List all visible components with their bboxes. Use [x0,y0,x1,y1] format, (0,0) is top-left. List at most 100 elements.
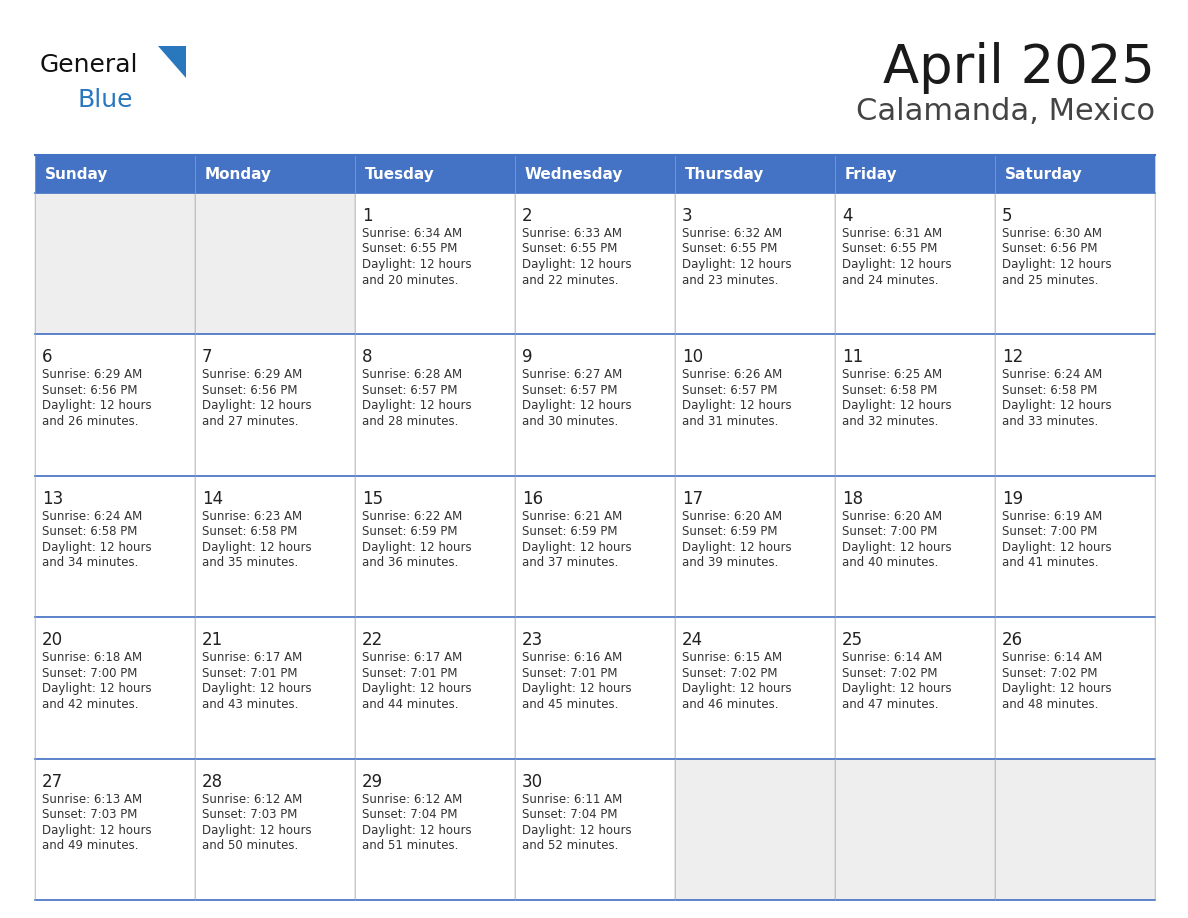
Text: Sunset: 7:01 PM: Sunset: 7:01 PM [202,666,297,679]
Text: 27: 27 [42,773,63,790]
Text: and 26 minutes.: and 26 minutes. [42,415,139,428]
Text: and 45 minutes.: and 45 minutes. [522,698,619,711]
Text: 19: 19 [1001,490,1023,508]
Text: Sunset: 7:04 PM: Sunset: 7:04 PM [522,808,618,821]
Bar [355,476,516,617]
Text: and 34 minutes.: and 34 minutes. [42,556,138,569]
Text: 14: 14 [202,490,223,508]
Text: Daylight: 12 hours: Daylight: 12 hours [682,258,791,271]
Text: Daylight: 12 hours: Daylight: 12 hours [1001,399,1112,412]
Text: Daylight: 12 hours: Daylight: 12 hours [522,258,632,271]
Bar [516,617,675,758]
Bar [34,617,195,758]
Text: Sunrise: 6:21 AM: Sunrise: 6:21 AM [522,509,623,522]
Text: Thursday: Thursday [684,166,764,182]
Bar [996,476,1155,617]
Text: and 49 minutes.: and 49 minutes. [42,839,139,852]
Bar [675,334,835,476]
Text: 25: 25 [842,632,864,649]
Text: 3: 3 [682,207,693,225]
Text: Sunrise: 6:28 AM: Sunrise: 6:28 AM [362,368,462,381]
Text: Friday: Friday [845,166,897,182]
Text: 26: 26 [1001,632,1023,649]
Bar [516,155,675,193]
Text: and 28 minutes.: and 28 minutes. [362,415,459,428]
Text: Sunset: 7:03 PM: Sunset: 7:03 PM [42,808,138,821]
Text: Daylight: 12 hours: Daylight: 12 hours [202,682,311,695]
Bar [675,193,835,334]
Text: Sunrise: 6:12 AM: Sunrise: 6:12 AM [362,792,462,806]
Text: and 27 minutes.: and 27 minutes. [202,415,298,428]
Bar [835,758,996,900]
Text: and 46 minutes.: and 46 minutes. [682,698,778,711]
Text: Sunrise: 6:17 AM: Sunrise: 6:17 AM [202,651,302,665]
Text: Tuesday: Tuesday [365,166,435,182]
Text: 6: 6 [42,349,52,366]
Text: Sunrise: 6:18 AM: Sunrise: 6:18 AM [42,651,143,665]
Text: Sunrise: 6:27 AM: Sunrise: 6:27 AM [522,368,623,381]
Text: and 40 minutes.: and 40 minutes. [842,556,939,569]
Text: Sunset: 6:57 PM: Sunset: 6:57 PM [522,384,618,397]
Text: and 43 minutes.: and 43 minutes. [202,698,298,711]
Bar [675,155,835,193]
Bar [516,476,675,617]
Text: Sunrise: 6:20 AM: Sunrise: 6:20 AM [842,509,942,522]
Text: Daylight: 12 hours: Daylight: 12 hours [42,541,152,554]
Text: Sunset: 6:55 PM: Sunset: 6:55 PM [842,242,937,255]
Text: Daylight: 12 hours: Daylight: 12 hours [1001,682,1112,695]
Text: 30: 30 [522,773,543,790]
Text: 4: 4 [842,207,853,225]
Bar [835,617,996,758]
Text: Sunset: 6:56 PM: Sunset: 6:56 PM [1001,242,1098,255]
Bar [195,155,355,193]
Bar [675,476,835,617]
Text: 21: 21 [202,632,223,649]
Text: Sunset: 6:57 PM: Sunset: 6:57 PM [682,384,777,397]
Text: Sunrise: 6:14 AM: Sunrise: 6:14 AM [842,651,942,665]
Text: Daylight: 12 hours: Daylight: 12 hours [522,541,632,554]
Text: 12: 12 [1001,349,1023,366]
Text: Sunset: 6:55 PM: Sunset: 6:55 PM [682,242,777,255]
Text: Sunrise: 6:34 AM: Sunrise: 6:34 AM [362,227,462,240]
Bar [835,334,996,476]
Bar [34,193,195,334]
Text: 24: 24 [682,632,703,649]
Text: and 20 minutes.: and 20 minutes. [362,274,459,286]
Text: Sunset: 7:02 PM: Sunset: 7:02 PM [1001,666,1098,679]
Text: Daylight: 12 hours: Daylight: 12 hours [1001,258,1112,271]
Text: and 30 minutes.: and 30 minutes. [522,415,618,428]
Text: Sunset: 6:58 PM: Sunset: 6:58 PM [42,525,138,538]
Bar [34,476,195,617]
Bar [996,758,1155,900]
Text: 13: 13 [42,490,63,508]
Text: Sunset: 6:57 PM: Sunset: 6:57 PM [362,384,457,397]
Text: Daylight: 12 hours: Daylight: 12 hours [522,823,632,836]
Bar [195,193,355,334]
Text: Daylight: 12 hours: Daylight: 12 hours [362,258,472,271]
Text: Sunrise: 6:19 AM: Sunrise: 6:19 AM [1001,509,1102,522]
Bar [355,758,516,900]
Text: Sunset: 6:58 PM: Sunset: 6:58 PM [1001,384,1098,397]
Bar [34,155,195,193]
Text: Sunrise: 6:32 AM: Sunrise: 6:32 AM [682,227,782,240]
Text: and 52 minutes.: and 52 minutes. [522,839,619,852]
Text: Daylight: 12 hours: Daylight: 12 hours [522,399,632,412]
Bar [835,476,996,617]
Text: and 23 minutes.: and 23 minutes. [682,274,778,286]
Text: Calamanda, Mexico: Calamanda, Mexico [857,97,1155,127]
Text: Sunset: 6:56 PM: Sunset: 6:56 PM [202,384,297,397]
Bar [996,193,1155,334]
Text: Daylight: 12 hours: Daylight: 12 hours [1001,541,1112,554]
Text: Monday: Monday [204,166,272,182]
Text: 7: 7 [202,349,213,366]
Text: Sunrise: 6:16 AM: Sunrise: 6:16 AM [522,651,623,665]
Text: Sunset: 7:01 PM: Sunset: 7:01 PM [362,666,457,679]
Text: Daylight: 12 hours: Daylight: 12 hours [682,682,791,695]
Text: Sunrise: 6:23 AM: Sunrise: 6:23 AM [202,509,302,522]
Text: Daylight: 12 hours: Daylight: 12 hours [202,823,311,836]
Text: 28: 28 [202,773,223,790]
Text: Sunrise: 6:26 AM: Sunrise: 6:26 AM [682,368,782,381]
Text: 8: 8 [362,349,373,366]
Text: Saturday: Saturday [1005,166,1082,182]
Text: 20: 20 [42,632,63,649]
